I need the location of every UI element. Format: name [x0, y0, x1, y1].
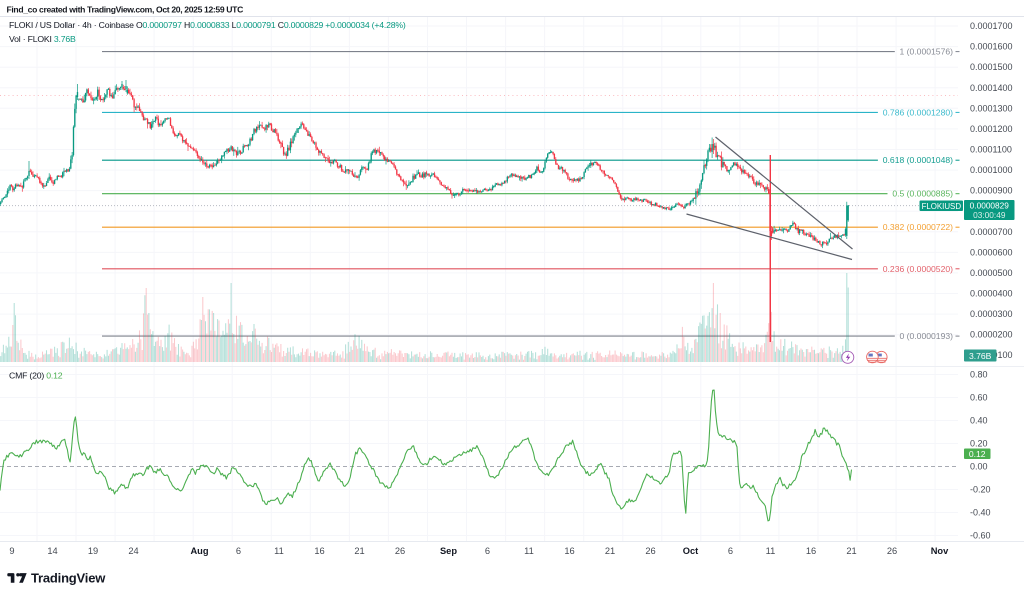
svg-text:21: 21 [605, 546, 615, 556]
svg-text:CMF (20) 0.12: CMF (20) 0.12 [9, 371, 63, 381]
svg-text:Vol · FLOKI 3.76B: Vol · FLOKI 3.76B [9, 34, 76, 44]
svg-text:0.0000500: 0.0000500 [970, 268, 1013, 278]
svg-text:-0.60: -0.60 [970, 531, 991, 541]
svg-text:0.0001200: 0.0001200 [970, 124, 1013, 134]
svg-text:21: 21 [354, 546, 364, 556]
svg-text:0.0001500: 0.0001500 [970, 62, 1013, 72]
svg-text:24: 24 [128, 546, 138, 556]
svg-text:Aug: Aug [190, 546, 208, 556]
svg-text:0.0000700: 0.0000700 [970, 227, 1013, 237]
svg-text:11: 11 [766, 546, 776, 556]
svg-text:0.382 (0.0000722): 0.382 (0.0000722) [883, 222, 953, 232]
svg-text:6: 6 [236, 546, 241, 556]
svg-text:0.0000300: 0.0000300 [970, 309, 1013, 319]
svg-text:0.00: 0.00 [970, 462, 988, 472]
svg-text:Sep: Sep [440, 546, 457, 556]
svg-text:TradingView: TradingView [31, 571, 106, 586]
svg-text:Nov: Nov [931, 546, 949, 556]
svg-text:0.786 (0.0001280): 0.786 (0.0001280) [883, 107, 953, 117]
svg-text:11: 11 [524, 546, 534, 556]
svg-text:0.20: 0.20 [970, 439, 988, 449]
svg-text:6: 6 [728, 546, 733, 556]
svg-text:11: 11 [274, 546, 284, 556]
svg-text:0.0000400: 0.0000400 [970, 289, 1013, 299]
svg-text:21: 21 [846, 546, 856, 556]
svg-text:0.12: 0.12 [969, 449, 986, 459]
svg-text:1 (0.0001576): 1 (0.0001576) [899, 47, 953, 57]
svg-text:14: 14 [47, 546, 57, 556]
svg-text:-0.20: -0.20 [970, 485, 991, 495]
svg-text:0.80: 0.80 [970, 370, 988, 380]
svg-text:0.0001300: 0.0001300 [970, 103, 1013, 113]
svg-text:0.0001100: 0.0001100 [970, 145, 1012, 155]
svg-text:16: 16 [314, 546, 324, 556]
svg-text:0.5 (0.0000885): 0.5 (0.0000885) [892, 189, 953, 199]
svg-text:0.0000900: 0.0000900 [970, 186, 1013, 196]
svg-text:16: 16 [564, 546, 574, 556]
svg-text:0.236 (0.0000520): 0.236 (0.0000520) [883, 264, 953, 274]
svg-text:FLOKI / US Dollar · 4h · Coinb: FLOKI / US Dollar · 4h · Coinbase O0.000… [9, 20, 406, 30]
svg-text:16: 16 [806, 546, 816, 556]
svg-text:3.76B: 3.76B [969, 351, 992, 361]
svg-text:0.40: 0.40 [970, 416, 988, 426]
svg-text:0.0001600: 0.0001600 [970, 42, 1013, 52]
svg-text:0.60: 0.60 [970, 393, 988, 403]
svg-text:0.0001000: 0.0001000 [970, 165, 1013, 175]
svg-text:19: 19 [88, 546, 98, 556]
svg-text:0.0001700: 0.0001700 [970, 21, 1013, 31]
svg-text:0.618 (0.0001048): 0.618 (0.0001048) [883, 155, 953, 165]
svg-text:0.0000829: 0.0000829 [970, 201, 1010, 211]
svg-text:26: 26 [395, 546, 405, 556]
svg-text:03:00:49: 03:00:49 [973, 210, 1006, 220]
svg-text:0.0000200: 0.0000200 [970, 330, 1013, 340]
svg-text:0.0001400: 0.0001400 [970, 83, 1013, 93]
svg-text:9: 9 [9, 546, 14, 556]
svg-text:0 (0.0000193): 0 (0.0000193) [899, 331, 953, 341]
svg-text:0.0000600: 0.0000600 [970, 247, 1013, 257]
svg-text:Find_co created with TradingVi: Find_co created with TradingView.com, Oc… [7, 5, 244, 15]
svg-text:6: 6 [485, 546, 490, 556]
svg-text:FLOKIUSD: FLOKIUSD [922, 202, 962, 211]
svg-text:-0.40: -0.40 [970, 508, 991, 518]
svg-text:Oct: Oct [683, 546, 699, 556]
svg-text:26: 26 [645, 546, 655, 556]
svg-text:26: 26 [887, 546, 897, 556]
